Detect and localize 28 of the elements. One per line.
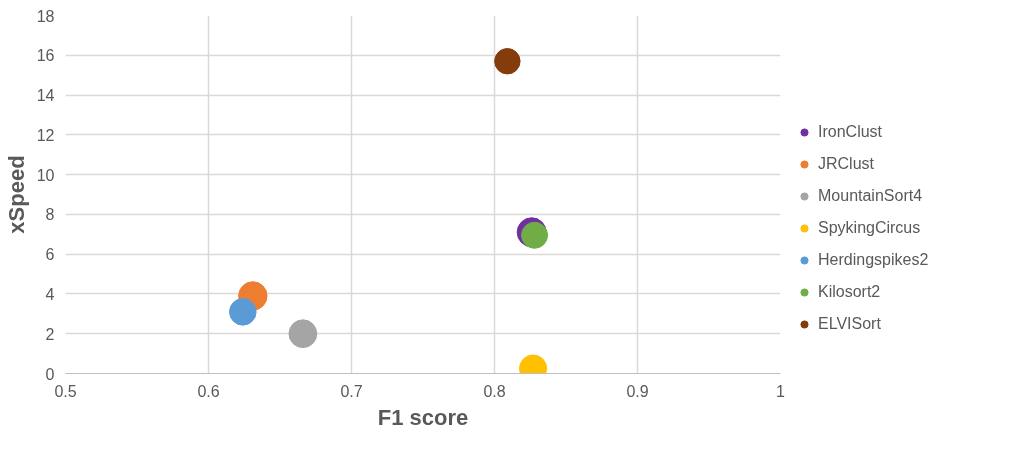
point [229,298,257,326]
x-axis-title: F1 score [377,404,469,430]
legend-label: JRClust [818,155,875,173]
x-tick-label: 0.7 [340,382,363,400]
y-tick-label: 12 [36,126,55,144]
legend-label: ELVISort [818,315,881,333]
x-tick-label: 1 [776,382,786,400]
legend-label: Herdingspikes2 [818,251,929,269]
x-tick-label: 0.5 [54,382,77,400]
y-tick-label: 4 [45,285,55,303]
legend-label: IronClust [818,123,883,141]
y-tick-label: 8 [45,206,55,224]
y-tick-label: 18 [36,7,55,25]
legend-label: SpykingCircus [818,219,921,237]
y-tick-label: 10 [36,166,55,184]
x-tick-label: 0.6 [197,382,220,400]
legend-label: MountainSort4 [818,187,923,205]
y-tick-label: 14 [36,87,55,105]
y-tick-label: 16 [36,47,55,65]
x-tick-label: 0.8 [483,382,506,400]
point [288,319,318,349]
y-axis-title: xSpeed [3,155,29,234]
point [494,48,521,75]
x-tick-label: 0.9 [626,382,649,400]
y-tick-label: 2 [45,325,55,343]
y-tick-label: 6 [45,246,55,264]
y-tick-label: 0 [45,365,55,383]
legend-label: Kilosort2 [818,283,881,301]
